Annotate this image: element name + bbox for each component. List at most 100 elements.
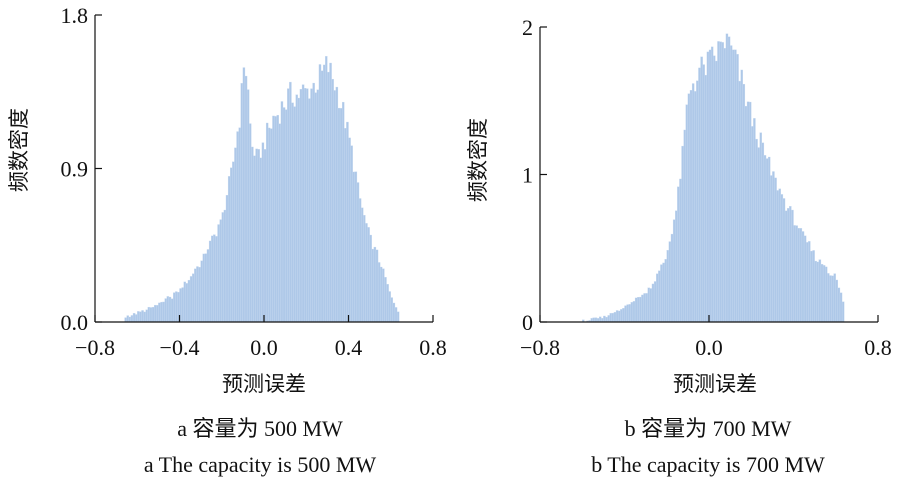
x-tick-label: −0.4	[160, 335, 200, 360]
histogram-bar	[206, 249, 210, 323]
y-axis-title: 频数密度	[7, 108, 31, 192]
histogram-bar	[698, 67, 701, 323]
histogram-panel-b: −0.8 0.0 0.8 0 1 2 预测误差 频数密度	[466, 15, 892, 396]
histogram-bar	[168, 296, 172, 323]
histogram-bar	[242, 67, 246, 323]
histogram-bar	[261, 142, 265, 323]
histogram-bar	[835, 279, 839, 323]
histogram-bar	[751, 126, 754, 323]
histogram-bar	[713, 55, 716, 323]
histogram-bar	[143, 311, 146, 323]
histogram-bar	[202, 253, 206, 323]
histogram-bar	[755, 138, 758, 323]
histogram-bar	[160, 301, 163, 323]
histogram-bar	[396, 311, 400, 323]
histogram-bar	[738, 80, 741, 323]
histogram-bar	[702, 64, 705, 323]
histogram-bar	[291, 102, 294, 323]
histogram-bar	[808, 241, 811, 323]
histogram-bar	[375, 249, 379, 323]
y-tick-label: 1.8	[61, 3, 89, 28]
histogram-bar	[694, 91, 697, 323]
histogram-bar	[820, 264, 824, 323]
histogram-bar	[223, 209, 227, 323]
histogram-bar	[251, 146, 254, 323]
histogram-bar	[346, 121, 349, 323]
histogram-bar	[725, 33, 729, 323]
x-tick-label: 0.0	[250, 335, 278, 360]
histogram-bar	[784, 210, 788, 323]
x-tick-label: 0.8	[864, 335, 892, 360]
histogram-bar	[715, 60, 718, 323]
histogram-bar	[333, 90, 336, 323]
histogram-bar	[350, 145, 353, 323]
histogram-bar	[658, 270, 661, 323]
histogram-bar	[746, 101, 750, 323]
histogram-bar	[772, 171, 775, 323]
histogram-bar	[753, 118, 756, 323]
histogram-bar	[392, 302, 396, 323]
histogram-bar	[812, 250, 815, 323]
histogram-bar	[303, 88, 307, 323]
histogram-bar	[164, 298, 167, 323]
histogram-bar	[380, 266, 383, 323]
histogram-bar	[185, 283, 189, 323]
histogram-bar	[797, 228, 800, 323]
histogram-bar	[624, 305, 627, 323]
histogram-bar	[299, 89, 303, 323]
histogram-bar	[369, 234, 372, 323]
histogram-bar	[748, 101, 752, 323]
histogram-bar	[761, 142, 765, 323]
histogram-panel-a: −0.8 −0.4 0.0 0.4 0.8 0.0 0.9 1.8 预测误差 频数密度	[7, 3, 447, 396]
histogram-bar	[744, 105, 748, 323]
histogram-bar	[151, 306, 155, 323]
histogram-bar	[620, 309, 623, 323]
x-tick-label: 0.4	[335, 335, 363, 360]
histogram-bar	[276, 114, 279, 323]
y-tick-label: 0	[522, 310, 533, 335]
histogram-bar	[204, 253, 208, 323]
histogram-bar	[187, 279, 191, 323]
histogram-bar	[322, 64, 326, 323]
histogram-bar	[208, 240, 212, 323]
histogram-bar	[708, 49, 712, 323]
histogram-bar	[662, 262, 665, 323]
histogram-bar	[791, 209, 794, 323]
histogram-bar	[736, 54, 739, 323]
histogram-bar	[839, 292, 843, 323]
histogram-bar	[841, 301, 845, 323]
histogram-bar	[706, 51, 710, 323]
histogram-bar	[289, 81, 292, 323]
histogram-bar	[257, 149, 260, 323]
histogram-bar	[297, 97, 301, 323]
histogram-bar	[361, 207, 364, 323]
histogram-bar	[173, 292, 176, 323]
histogram-bar	[327, 71, 330, 323]
histogram-bar	[320, 70, 324, 323]
histogram-bar	[221, 212, 225, 323]
histogram-bar	[653, 281, 657, 323]
histogram-bar	[592, 317, 596, 323]
histogram-bar	[365, 223, 368, 323]
histogram-bar	[664, 259, 667, 323]
y-axis-title: 频数密度	[466, 118, 490, 202]
histogram-bar	[787, 208, 790, 323]
histogram-bar	[166, 296, 170, 323]
histogram-bar	[287, 88, 290, 323]
histogram-bar	[615, 310, 619, 323]
histogram-bar	[318, 64, 322, 323]
histogram-bar	[696, 80, 699, 323]
histogram-bar	[618, 310, 621, 323]
histogram-bar	[639, 296, 642, 323]
histogram-bar	[342, 101, 345, 323]
histogram-bar	[244, 75, 248, 323]
histogram-bar	[126, 315, 129, 323]
histogram-bar	[793, 225, 796, 323]
histogram-bar	[314, 92, 317, 323]
histogram-bar	[626, 304, 629, 323]
histogram-bar	[217, 224, 220, 323]
histogram-bar	[806, 242, 809, 323]
histogram-bar	[128, 316, 132, 323]
histogram-bar	[196, 266, 199, 323]
